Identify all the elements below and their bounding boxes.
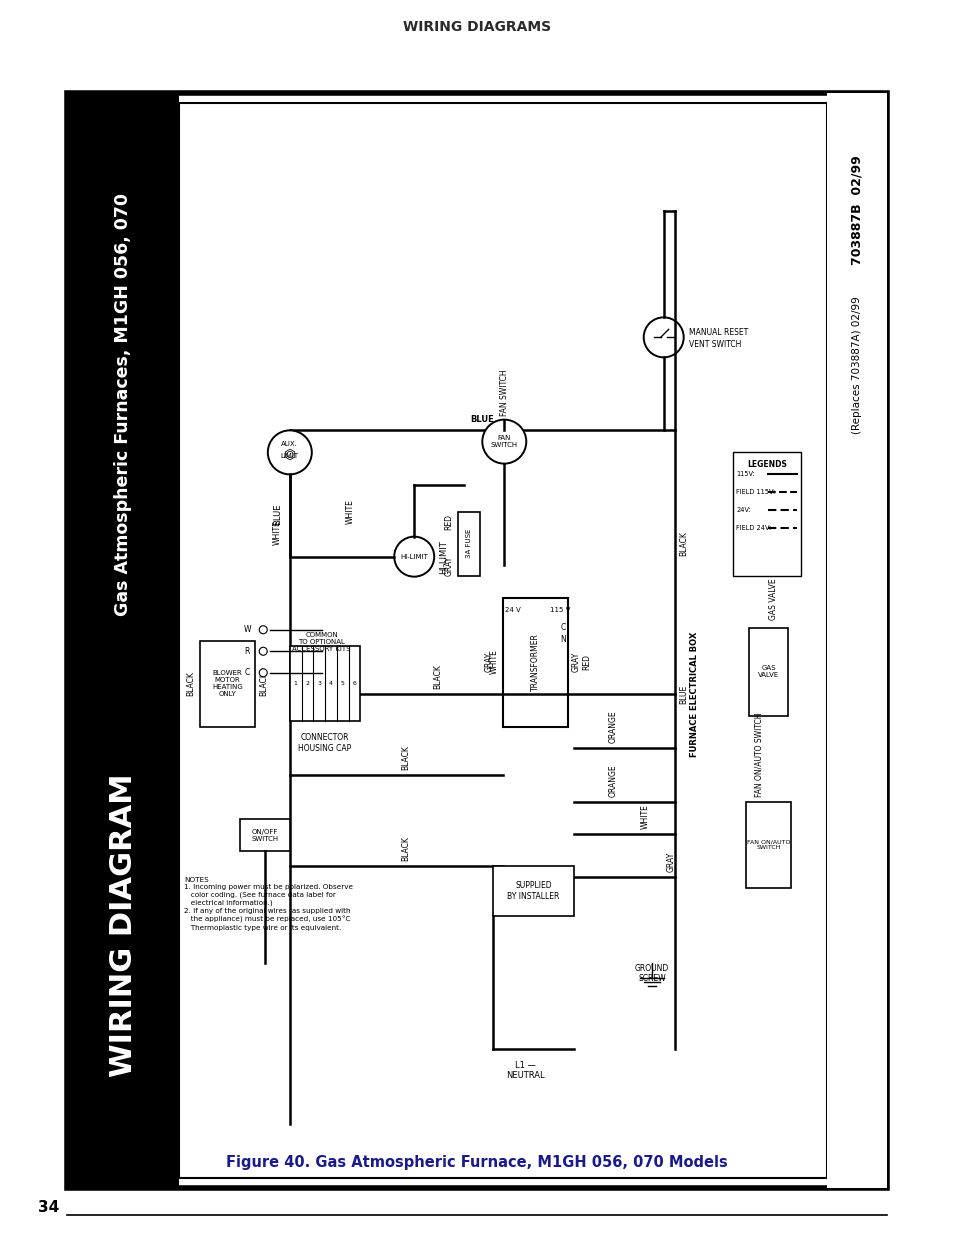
- Text: WIRING DIAGRAM: WIRING DIAGRAM: [109, 773, 137, 1077]
- Bar: [826, 93, 886, 1188]
- Text: WHITE: WHITE: [490, 650, 498, 674]
- Text: GAS
VALVE: GAS VALVE: [758, 666, 779, 678]
- Circle shape: [268, 430, 312, 474]
- Bar: [493, 866, 573, 915]
- Text: 115 V: 115 V: [549, 606, 569, 613]
- Text: 24 V: 24 V: [504, 606, 520, 613]
- Circle shape: [259, 668, 267, 677]
- Text: FIELD 24V:: FIELD 24V:: [736, 525, 770, 531]
- Text: FAN ON/AUTO SWITCH: FAN ON/AUTO SWITCH: [754, 713, 762, 797]
- Bar: [199, 641, 255, 726]
- Text: WHITE: WHITE: [273, 521, 281, 546]
- Text: L1 —
NEUTRAL: L1 — NEUTRAL: [506, 1061, 544, 1081]
- Text: 3: 3: [317, 680, 321, 685]
- Bar: [732, 452, 801, 576]
- Text: GRAY: GRAY: [484, 652, 493, 672]
- Text: 4: 4: [329, 680, 333, 685]
- Text: COMMON
TO OPTIONAL
ACCESSORY KITS: COMMON TO OPTIONAL ACCESSORY KITS: [292, 632, 351, 652]
- Text: RED: RED: [581, 655, 590, 671]
- Text: BLUE: BLUE: [470, 415, 494, 424]
- Text: HI-LIMIT: HI-LIMIT: [400, 553, 428, 559]
- Text: LIMIT: LIMIT: [280, 453, 298, 459]
- Circle shape: [259, 626, 267, 634]
- Text: AUX.: AUX.: [281, 441, 298, 447]
- Text: GRAY: GRAY: [666, 852, 676, 872]
- Text: 34: 34: [38, 1199, 59, 1214]
- Circle shape: [259, 647, 267, 656]
- Text: C: C: [244, 668, 250, 677]
- Text: 6: 6: [353, 680, 356, 685]
- Text: CONNECTOR
HOUSING CAP: CONNECTOR HOUSING CAP: [298, 734, 352, 752]
- Text: 3A FUSE: 3A FUSE: [465, 529, 472, 558]
- Text: WHITE: WHITE: [346, 499, 355, 524]
- Text: NOTES
1. Incoming power must be polarized. Observe
   color coding. (See furnace: NOTES 1. Incoming power must be polarize…: [184, 877, 353, 931]
- Bar: [745, 802, 791, 888]
- Text: 5: 5: [340, 680, 344, 685]
- Text: BLACK: BLACK: [187, 671, 195, 697]
- Text: RED: RED: [444, 514, 454, 530]
- Text: 2: 2: [305, 680, 309, 685]
- Text: ON/OFF
SWITCH: ON/OFF SWITCH: [251, 829, 278, 841]
- Text: ⏣: ⏣: [283, 447, 295, 462]
- Text: Figure 40. Gas Atmospheric Furnace, M1GH 056, 070 Models: Figure 40. Gas Atmospheric Furnace, M1GH…: [226, 1156, 727, 1171]
- Text: N: N: [559, 635, 565, 643]
- Text: BLACK: BLACK: [679, 531, 688, 556]
- Text: R: R: [244, 647, 250, 656]
- Text: 24V:: 24V:: [736, 508, 750, 514]
- Text: GRAY: GRAY: [571, 652, 580, 672]
- Text: BLACK: BLACK: [401, 836, 410, 861]
- Text: WIRING DIAGRAMS: WIRING DIAGRAMS: [402, 20, 551, 35]
- Bar: [457, 511, 479, 576]
- Text: FIELD 115V:: FIELD 115V:: [736, 489, 775, 495]
- Text: FAN SWITCH: FAN SWITCH: [499, 369, 508, 416]
- Text: 703887B  02/99: 703887B 02/99: [850, 156, 862, 264]
- Text: Gas Atmospheric Furnaces, M1GH 056, 070: Gas Atmospheric Furnaces, M1GH 056, 070: [113, 194, 132, 616]
- Text: 1: 1: [294, 680, 297, 685]
- Text: C: C: [559, 622, 565, 632]
- Bar: [290, 646, 360, 721]
- Text: VENT SWITCH: VENT SWITCH: [688, 340, 740, 348]
- Text: FURNACE ELECTRICAL BOX: FURNACE ELECTRICAL BOX: [690, 631, 699, 757]
- Text: GRAY: GRAY: [444, 556, 454, 576]
- Text: BLUE: BLUE: [273, 504, 281, 525]
- Text: WHITE: WHITE: [640, 804, 649, 829]
- Bar: [239, 819, 290, 851]
- Bar: [179, 103, 826, 1178]
- Text: (Replaces 703887A) 02/99: (Replaces 703887A) 02/99: [851, 296, 862, 433]
- Text: FAN
SWITCH: FAN SWITCH: [490, 435, 517, 448]
- Text: TRANSFORMER: TRANSFORMER: [530, 634, 539, 690]
- Circle shape: [643, 317, 683, 357]
- Text: BLUE: BLUE: [679, 684, 688, 704]
- Text: GAS VALVE: GAS VALVE: [768, 578, 778, 620]
- Bar: [502, 598, 567, 726]
- Text: BLACK: BLACK: [259, 671, 268, 697]
- Text: ORANGE: ORANGE: [608, 764, 617, 797]
- Text: BLACK: BLACK: [434, 664, 442, 689]
- Text: FAN ON/AUTO
SWITCH: FAN ON/AUTO SWITCH: [746, 840, 790, 850]
- Text: 115V:: 115V:: [736, 472, 754, 478]
- Circle shape: [482, 420, 526, 463]
- Text: BLACK: BLACK: [401, 745, 410, 769]
- Text: HI-LIMIT: HI-LIMIT: [438, 540, 448, 573]
- Text: ORANGE: ORANGE: [608, 710, 617, 743]
- Text: LEGENDS: LEGENDS: [746, 461, 786, 469]
- Text: MANUAL RESET: MANUAL RESET: [688, 327, 747, 337]
- Bar: [67, 93, 179, 1188]
- Text: W: W: [243, 625, 251, 635]
- Text: SUPPLIED
BY INSTALLER: SUPPLIED BY INSTALLER: [507, 882, 559, 900]
- Bar: [748, 627, 787, 716]
- Bar: [67, 93, 886, 1188]
- Text: BLOWER
MOTOR
HEATING
ONLY: BLOWER MOTOR HEATING ONLY: [212, 671, 243, 697]
- Circle shape: [394, 537, 434, 577]
- Text: GROUND
SCREW: GROUND SCREW: [635, 965, 668, 983]
